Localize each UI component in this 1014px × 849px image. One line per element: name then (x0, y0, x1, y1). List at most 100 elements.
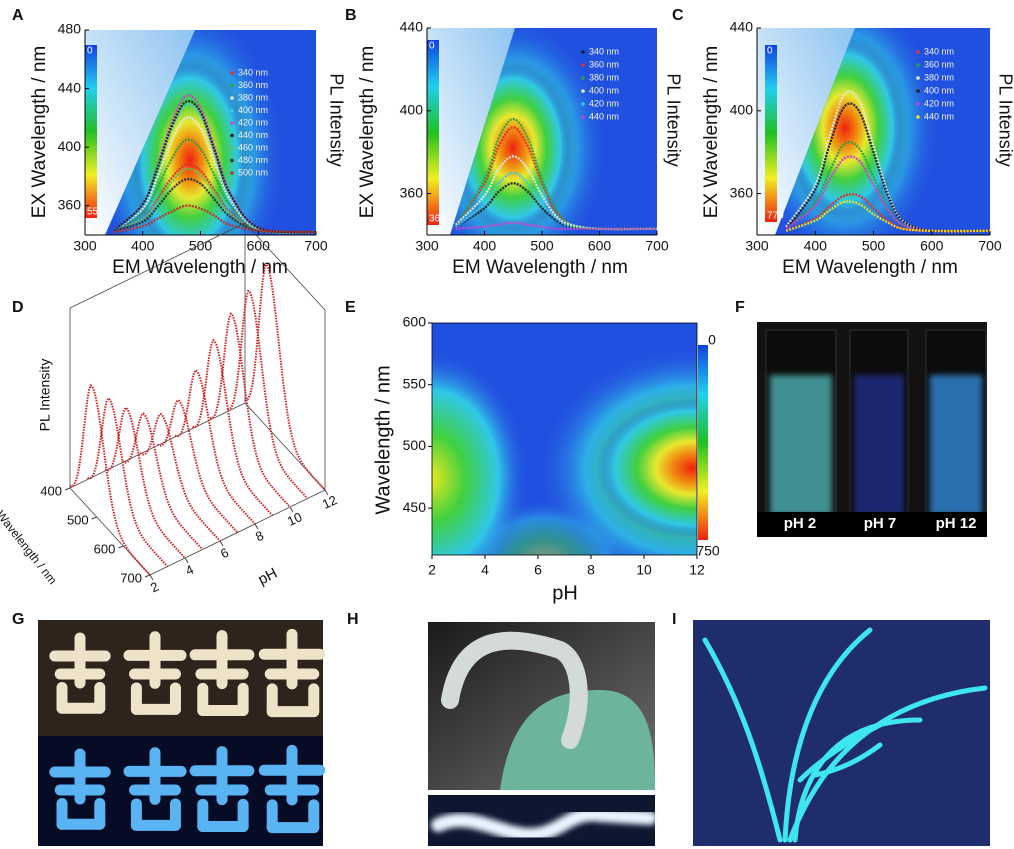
colorbar-label: 0 (429, 41, 435, 52)
x-tick-label: 600 (920, 238, 944, 254)
colorbar-label: 360 (429, 214, 446, 225)
legend-marker (916, 76, 920, 80)
legend-marker (230, 171, 234, 175)
legend-marker (581, 50, 585, 54)
y-tick-label: 360 (730, 184, 754, 200)
x-tick-label: 4 (183, 562, 196, 579)
x-axis-title: EM Wavelength / nm (782, 257, 958, 278)
legend-label: 440 nm (589, 111, 619, 121)
y-tick-label: 400 (400, 102, 424, 118)
plot-area: 0 770 (752, 0, 990, 263)
colorbar (85, 45, 97, 218)
legend-marker (581, 89, 585, 93)
x-tick-label: 4 (481, 562, 489, 578)
colorbar-label: 0 (87, 46, 93, 57)
y-tick (92, 517, 97, 519)
legend-label: 400 nm (589, 85, 619, 95)
legend-label: 480 nm (238, 155, 268, 165)
panel-label: I (672, 611, 676, 628)
z-axis-title: PL Intensity (995, 73, 1014, 166)
x-tick-label: 10 (285, 509, 304, 529)
x-tick-label: 10 (636, 562, 652, 578)
box-edge (70, 488, 150, 575)
pl-curve (175, 370, 255, 524)
y-tick-label: 360 (400, 184, 424, 200)
legend-marker (230, 159, 234, 163)
x-axis-title: pH (255, 565, 280, 589)
y-tick-label: 700 (120, 570, 142, 585)
pl-curve (158, 400, 238, 532)
legend-marker (230, 109, 234, 113)
x-tick-label: 300 (745, 238, 769, 254)
colorbar-label: 550 (87, 207, 104, 218)
legend-marker (916, 63, 920, 67)
x-tick-label: 700 (645, 238, 669, 254)
colorbar-label: 0 (767, 46, 773, 57)
cuvette-liquid (770, 375, 832, 515)
panel-label: B (345, 7, 357, 24)
x-tick-label: 300 (415, 238, 439, 254)
x-axis-title: pH (552, 582, 578, 604)
y-tick-label: 600 (94, 541, 116, 556)
legend-label: 380 nm (924, 72, 954, 82)
panel-label: C (672, 7, 684, 24)
x-tick-label: 6 (534, 562, 542, 578)
legend-marker (230, 96, 234, 100)
y-tick-label: 440 (400, 19, 424, 35)
x-tick-label: 2 (148, 579, 161, 596)
x-tick-label: 400 (804, 238, 828, 254)
y-tick-label: 500 (67, 512, 89, 527)
x-tick-label: 2 (428, 562, 436, 578)
legend-label: 380 nm (589, 72, 619, 82)
x-tick-label: 12 (689, 562, 705, 578)
x-tick-label: 700 (304, 238, 328, 254)
legend-marker (916, 115, 920, 119)
legend-label: 500 nm (238, 167, 268, 177)
x-tick-label: 8 (587, 562, 595, 578)
colorbar (427, 40, 439, 225)
legend-marker (581, 63, 585, 67)
photo-label: pH 2 (784, 515, 817, 532)
colorbar-label: 770 (767, 211, 784, 222)
x-tick-label: 300 (73, 238, 97, 254)
y-tick-label: 450 (403, 499, 427, 515)
z-axis-title: PL Intensity (37, 359, 53, 432)
legend-label: 340 nm (589, 46, 619, 56)
legend-label: 400 nm (924, 85, 954, 95)
colorbar-label: 750 (696, 543, 720, 559)
panel-label: A (12, 7, 24, 24)
panel-label: D (12, 299, 24, 316)
x-tick-label: 400 (473, 238, 497, 254)
legend-label: 360 nm (924, 59, 954, 69)
colorbar (765, 45, 777, 222)
x-tick-label: 12 (320, 492, 339, 512)
y-tick-label: 550 (403, 375, 427, 391)
photo-label: pH 12 (936, 515, 977, 532)
legend-marker (230, 71, 234, 75)
legend-label: 460 nm (238, 142, 268, 152)
y-tick-label: 440 (58, 79, 82, 95)
y-axis-title: Wavelength / nm (372, 365, 394, 514)
y-axis-title: EX Wavelength / nm (357, 46, 378, 218)
x-tick-label: 500 (530, 238, 554, 254)
panel-label: H (347, 611, 359, 628)
z-axis-title: PL Intensity (663, 73, 683, 166)
y-axis-title: Wavelength / nm (0, 508, 60, 587)
y-tick-label: 500 (403, 437, 427, 453)
x-tick-label: 700 (978, 238, 1002, 254)
legend-label: 380 nm (238, 92, 268, 102)
legend-marker (916, 102, 920, 106)
photo (693, 620, 990, 846)
legend-label: 440 nm (238, 130, 268, 140)
legend-marker (230, 121, 234, 125)
legend-label: 420 nm (589, 98, 619, 108)
y-axis-title: EX Wavelength / nm (29, 46, 50, 218)
y-tick-label: 440 (730, 19, 754, 35)
y-tick (145, 575, 150, 577)
colorbar (698, 345, 708, 540)
legend-marker (916, 50, 920, 54)
legend-marker (581, 76, 585, 80)
x-tick-label: 8 (253, 528, 266, 545)
legend-marker (230, 84, 234, 88)
y-tick-label: 600 (403, 314, 427, 330)
